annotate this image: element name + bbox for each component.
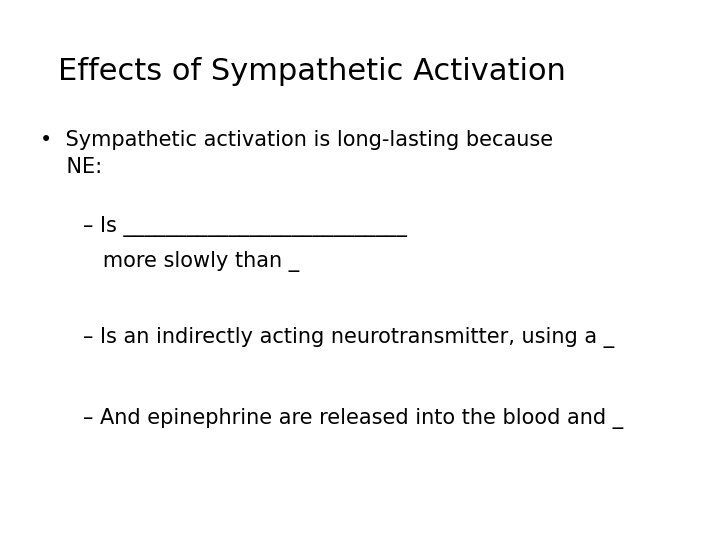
Text: more slowly than _: more slowly than _ — [83, 251, 299, 272]
Text: – And epinephrine are released into the blood and _: – And epinephrine are released into the … — [83, 408, 623, 429]
Text: – Is an indirectly acting neurotransmitter, using a _: – Is an indirectly acting neurotransmitt… — [83, 327, 614, 348]
Text: – Is ___________________________: – Is ___________________________ — [83, 216, 407, 237]
Text: •  Sympathetic activation is long-lasting because
    NE:: • Sympathetic activation is long-lasting… — [40, 130, 553, 177]
Text: Effects of Sympathetic Activation: Effects of Sympathetic Activation — [58, 57, 565, 86]
